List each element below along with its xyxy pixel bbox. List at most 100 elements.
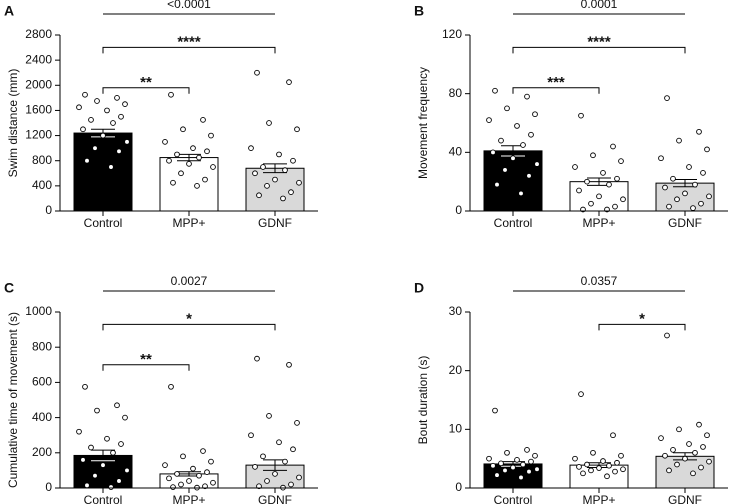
data-point <box>526 172 532 179</box>
data-point <box>162 462 168 468</box>
y-tick-label: 0 <box>45 203 52 217</box>
data-point <box>196 472 202 479</box>
data-point <box>696 128 702 135</box>
data-point <box>526 468 532 475</box>
data-point <box>532 452 538 459</box>
data-point <box>180 453 186 460</box>
data-point <box>590 152 596 159</box>
data-point <box>498 137 504 144</box>
data-point <box>704 146 710 153</box>
data-point <box>122 101 128 107</box>
data-point <box>94 98 100 104</box>
x-tick-label: Control <box>494 216 533 230</box>
data-point <box>504 105 510 112</box>
y-tick-label: 40 <box>449 145 463 159</box>
significance-label: **** <box>587 33 611 50</box>
data-point <box>116 148 122 155</box>
data-point <box>286 79 292 85</box>
data-point <box>82 91 88 98</box>
data-point <box>110 120 116 126</box>
data-point <box>116 478 122 484</box>
significance-bracket <box>512 87 600 94</box>
data-point <box>706 458 712 465</box>
x-tick-label: GDNF <box>258 493 292 504</box>
data-point <box>664 95 670 101</box>
data-point <box>174 471 180 477</box>
panel-label: B <box>414 3 424 19</box>
data-point <box>252 170 258 177</box>
data-point <box>104 107 110 114</box>
data-point <box>498 460 504 467</box>
y-tick-label: 800 <box>32 339 52 353</box>
data-point <box>202 483 208 490</box>
data-point <box>492 87 498 94</box>
y-tick-label: 800 <box>32 153 52 167</box>
data-point <box>170 179 176 186</box>
data-point <box>282 458 288 465</box>
y-tick-label: 2000 <box>25 77 52 91</box>
data-point <box>682 455 688 462</box>
data-point <box>190 145 196 151</box>
data-point <box>194 183 200 189</box>
data-point <box>82 383 88 390</box>
data-point <box>168 383 174 390</box>
data-point <box>254 69 260 76</box>
data-point <box>614 459 620 466</box>
data-point <box>606 181 612 188</box>
data-point <box>88 444 94 451</box>
data-point <box>100 462 106 468</box>
data-point <box>490 149 496 156</box>
data-point <box>664 332 670 339</box>
data-point <box>118 113 124 120</box>
significance-bracket <box>102 364 190 371</box>
panel-label: A <box>4 3 14 19</box>
data-point <box>612 468 618 475</box>
significance-label: 0.0001 <box>581 0 618 11</box>
data-point <box>612 203 618 210</box>
significance-label: <0.0001 <box>167 0 211 11</box>
data-point <box>596 465 602 471</box>
data-point <box>92 145 98 151</box>
data-point <box>494 472 500 478</box>
panel: A Swim distance (mm) 0 400 800 1200 1600 2000 24… <box>4 0 318 230</box>
data-point <box>706 193 712 200</box>
y-tick-label: 200 <box>32 445 52 459</box>
data-point <box>490 462 496 469</box>
data-point <box>288 189 294 195</box>
data-point <box>534 161 540 167</box>
data-point <box>186 161 192 167</box>
data-point <box>162 139 168 145</box>
data-point <box>662 452 668 459</box>
data-point <box>178 481 184 488</box>
data-point <box>686 164 692 170</box>
data-point <box>578 391 584 397</box>
data-point <box>502 467 508 474</box>
significance-label: 0.0027 <box>171 274 208 288</box>
significance-bracket <box>102 87 190 94</box>
significance-label: *** <box>547 74 565 91</box>
data-point <box>580 470 586 477</box>
data-point <box>666 467 672 474</box>
data-point <box>606 462 612 469</box>
data-point <box>676 137 682 144</box>
data-point <box>296 474 302 481</box>
x-tick-label: Control <box>84 493 123 504</box>
data-point <box>260 453 266 460</box>
data-point <box>94 407 100 414</box>
data-point <box>204 469 210 476</box>
x-tick-label: MPP+ <box>172 493 205 504</box>
data-point <box>272 471 278 477</box>
y-axis-label: Cumulative time of movement (s) <box>6 312 20 488</box>
data-point <box>200 448 206 454</box>
y-tick-label: 30 <box>449 304 463 318</box>
data-point <box>534 466 540 473</box>
x-tick-label: GDNF <box>668 493 702 504</box>
data-point <box>690 470 696 477</box>
data-point <box>532 111 538 118</box>
x-tick-label: GDNF <box>668 216 702 230</box>
data-point <box>124 467 130 474</box>
x-tick-label: MPP+ <box>582 493 615 504</box>
data-point <box>662 184 668 191</box>
y-tick-label: 0 <box>45 480 52 494</box>
data-point <box>670 447 676 453</box>
